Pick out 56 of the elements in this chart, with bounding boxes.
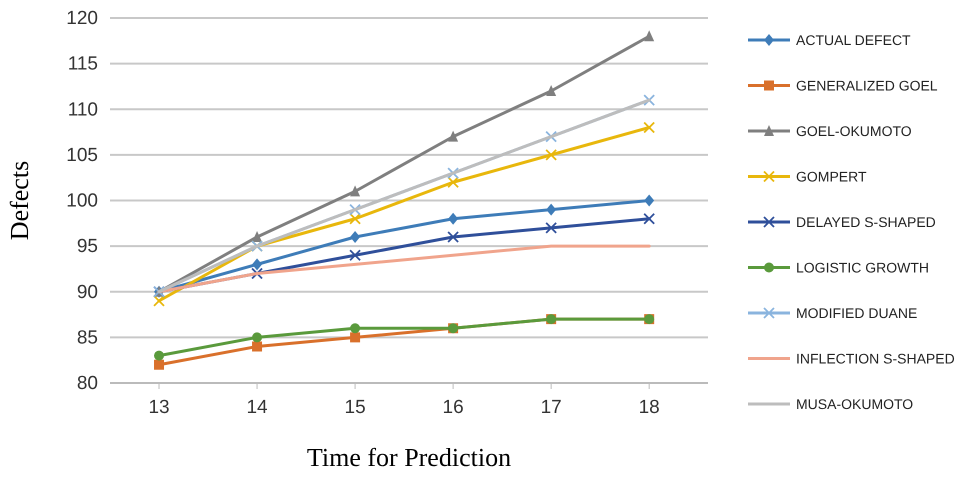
- y-axis-title: Defects: [5, 160, 34, 240]
- point: [349, 204, 361, 216]
- point: [153, 294, 165, 307]
- point: [447, 231, 460, 243]
- point: [448, 130, 458, 142]
- y-tick-label: 115: [68, 54, 98, 75]
- y-tick-label: 85: [76, 327, 98, 348]
- x-tick-label: 15: [344, 397, 366, 418]
- point: [545, 222, 558, 234]
- point: [546, 204, 556, 216]
- legend-label: GOMPERT: [796, 168, 867, 184]
- point: [349, 212, 361, 225]
- point: [350, 231, 360, 243]
- point: [545, 148, 558, 161]
- x-tick-label: 17: [540, 397, 562, 418]
- point: [349, 249, 361, 262]
- point: [252, 258, 262, 270]
- point: [251, 268, 263, 280]
- legend-label: DELAYED S-SHAPED: [796, 214, 936, 230]
- x-tick-label: 14: [246, 397, 268, 418]
- point: [252, 332, 262, 342]
- y-tick-label: 80: [76, 373, 98, 394]
- point: [546, 85, 556, 96]
- legend-label: LOGISTIC GROWTH: [796, 260, 929, 276]
- legend-label: GOEL-OKUMOTO: [796, 123, 912, 139]
- x-tick-label: 16: [442, 397, 464, 418]
- point: [643, 94, 656, 106]
- y-tick-label: 90: [76, 282, 98, 303]
- legend-label: MUSA-OKUMOTO: [796, 396, 914, 412]
- point: [350, 323, 360, 334]
- point: [350, 332, 360, 342]
- legend-label: GENERALIZED GOEL: [796, 78, 938, 94]
- point: [448, 212, 458, 225]
- point: [643, 212, 656, 225]
- point: [644, 194, 654, 206]
- point: [447, 176, 460, 188]
- point: [252, 231, 262, 242]
- x-tick-label: 13: [148, 397, 170, 418]
- y-tick-label: 120: [66, 8, 98, 29]
- y-tick-label: 110: [68, 99, 98, 120]
- x-tick-label: 18: [638, 397, 660, 418]
- point: [252, 342, 262, 352]
- point: [447, 167, 460, 180]
- legend-label: MODIFIED DUANE: [796, 305, 918, 321]
- point: [154, 360, 164, 370]
- legend-label: ACTUAL DEFECT: [796, 32, 912, 48]
- y-tick-label: 95: [76, 236, 98, 258]
- point: [643, 122, 656, 134]
- y-tick-label: 105: [66, 144, 98, 166]
- y-tick-label: 100: [66, 190, 98, 212]
- point: [154, 350, 164, 361]
- legend-label: INFLECTION S-SHAPED: [796, 350, 955, 366]
- point: [545, 130, 558, 143]
- point: [350, 185, 360, 196]
- x-axis-title: Time for Prediction: [306, 443, 512, 472]
- point: [644, 30, 654, 42]
